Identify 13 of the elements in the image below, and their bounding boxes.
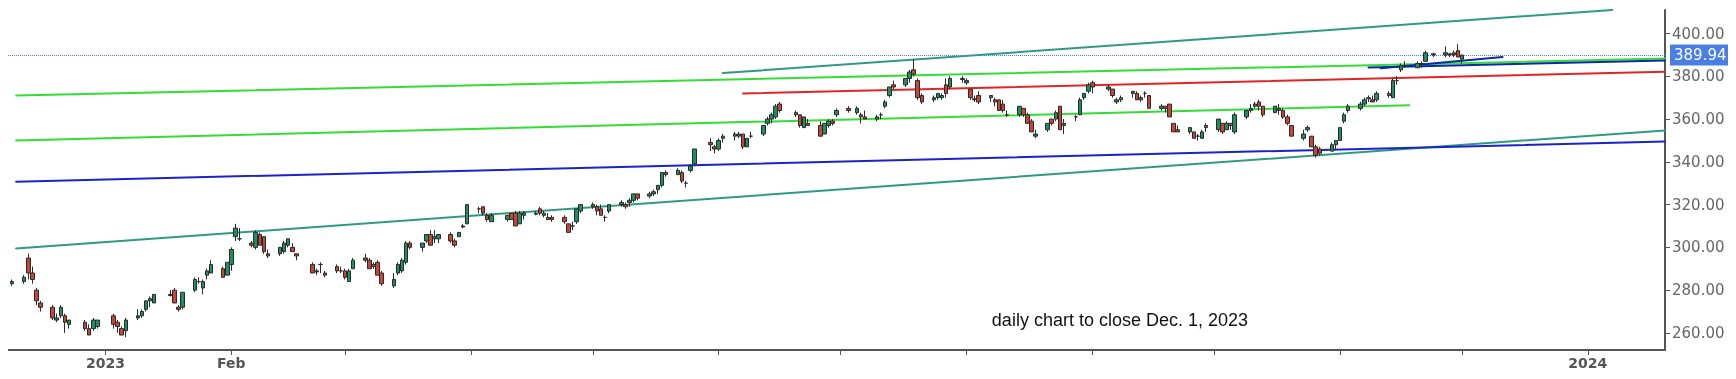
y-tick-label: 380.00 xyxy=(1672,67,1725,86)
y-tick-label: 400.00 xyxy=(1672,24,1725,43)
x-tick-label: Feb xyxy=(217,355,246,371)
y-tick-label: 280.00 xyxy=(1672,281,1725,300)
y-tick-label: 300.00 xyxy=(1672,238,1725,257)
y-tick-label: 260.00 xyxy=(1672,323,1725,342)
ref-line-label: 389.94 xyxy=(1674,46,1727,65)
annotation: daily chart to close Dec. 1, 2023 xyxy=(991,310,1248,330)
x-tick-label: 2024 xyxy=(1568,355,1608,371)
y-tick-label: 320.00 xyxy=(1672,195,1725,214)
x-tick-label: 2023 xyxy=(85,355,125,371)
y-tick-label: 360.00 xyxy=(1672,110,1725,129)
y-tick-label: 340.00 xyxy=(1672,152,1725,171)
